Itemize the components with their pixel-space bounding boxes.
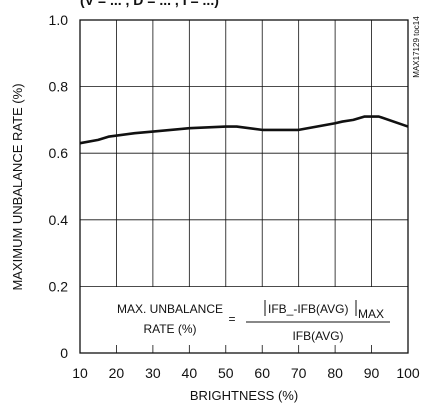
side-code: MAX17129 toc14	[412, 16, 421, 78]
x-tick-label: 100	[396, 365, 420, 381]
x-tick-label: 20	[109, 365, 125, 381]
y-tick-label: 1.0	[49, 12, 69, 28]
formula-numerator-sub: MAX	[358, 307, 384, 321]
formula-box-bg	[98, 287, 390, 345]
grid	[80, 20, 408, 353]
x-tick-label: 50	[218, 365, 234, 381]
formula-lhs-line1: MAX. UNBALANCE	[117, 302, 223, 316]
series-line	[79, 115, 409, 145]
y-tick-label: 0.4	[49, 212, 69, 228]
x-tick-labels: 10 20 30 40 50 60 70 80 90 100	[72, 365, 420, 381]
y-tick-label: 0.8	[49, 79, 69, 95]
formula-denominator: IFB(AVG)	[292, 329, 343, 343]
x-tick-label: 90	[364, 365, 380, 381]
x-tick-label: 40	[182, 365, 198, 381]
formula-annotation: MAX. UNBALANCE RATE (%) = IFB_-IFB(AVG) …	[98, 287, 390, 345]
y-axis-title: MAXIMUM UNBALANCE RATE (%)	[10, 83, 25, 290]
formula-numerator: IFB_-IFB(AVG)	[268, 302, 348, 316]
x-tick-label: 10	[72, 365, 88, 381]
x-axis-title: BRIGHTNESS (%)	[190, 388, 298, 403]
header-fragment: (V = ... , D = ... , I = ...)	[80, 0, 219, 8]
x-tick-label: 30	[145, 365, 161, 381]
x-tick-label: 60	[254, 365, 270, 381]
formula-lhs-line2: RATE (%)	[143, 322, 196, 336]
y-tick-label: 0	[60, 345, 68, 361]
x-tick-label: 70	[291, 365, 307, 381]
x-tick-label: 80	[327, 365, 343, 381]
plot-frame	[79, 19, 409, 354]
y-tick-labels: 0 0.2 0.4 0.6 0.8 1.0	[49, 12, 69, 361]
y-tick-label: 0.6	[49, 145, 69, 161]
y-tick-label: 0.2	[49, 278, 69, 294]
formula-equals: =	[228, 312, 235, 326]
